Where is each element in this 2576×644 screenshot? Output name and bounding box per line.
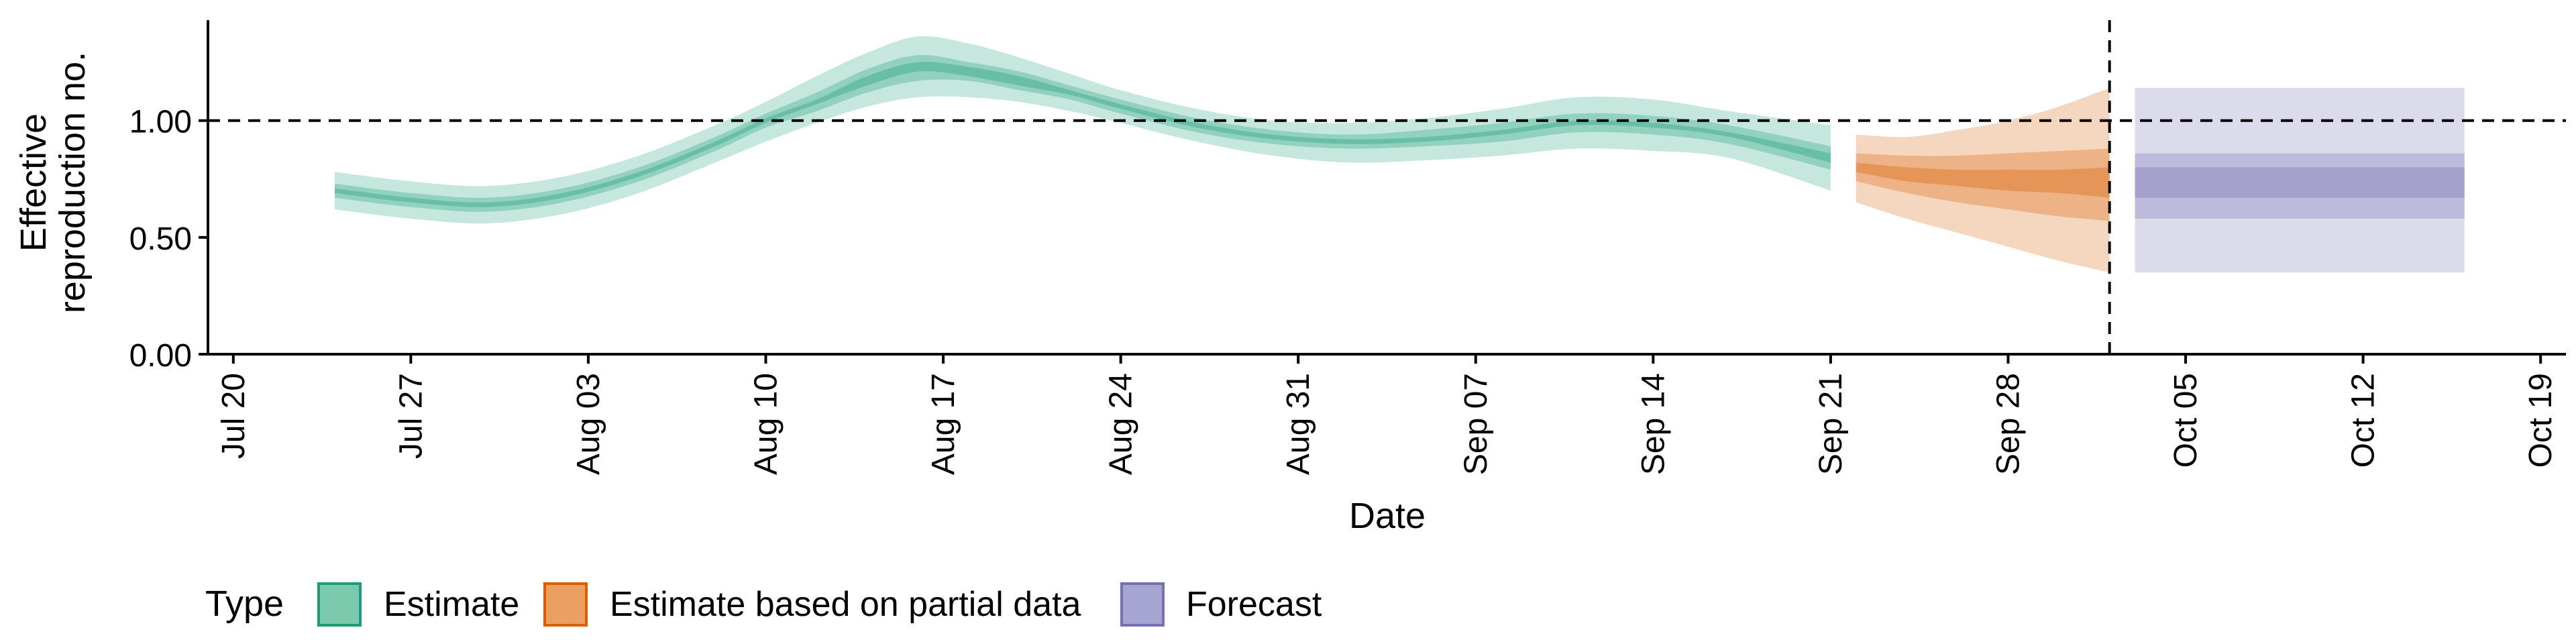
x-tick-label: Aug 24 — [1104, 373, 1139, 475]
x-tick-label: Aug 17 — [926, 373, 961, 475]
x-tick-label: Sep 07 — [1458, 373, 1494, 475]
legend-label-forecast: Forecast — [1186, 585, 1322, 624]
band-50-estimate — [335, 54, 1831, 212]
x-tick-label: Jul 27 — [393, 373, 429, 459]
x-tick-label: Oct 12 — [2346, 373, 2381, 468]
x-tick-label: Aug 31 — [1281, 373, 1316, 475]
x-tick-label: Sep 21 — [1813, 373, 1849, 475]
legend-title: Type — [205, 584, 284, 624]
x-tick-label: Oct 05 — [2168, 373, 2204, 468]
band-50-estimate-based-on-partial-data — [1856, 148, 2110, 221]
y-tick-label: 0.00 — [129, 338, 192, 374]
band-90-forecast — [2135, 88, 2465, 273]
y-axis-title-line-2: reproduction no. — [52, 52, 93, 313]
legend-key-forecast — [1120, 582, 1165, 627]
legend-key-partial — [543, 582, 588, 627]
y-tick-label: 1.00 — [129, 105, 192, 140]
plot-area — [208, 20, 2566, 354]
x-tick-label: Aug 03 — [571, 373, 606, 475]
legend: Type Estimate Estimate based on partial … — [205, 582, 1322, 627]
legend-label-estimate: Estimate — [384, 585, 519, 624]
x-tick-label: Sep 28 — [1991, 373, 2027, 475]
x-axis-title: Date — [1349, 496, 1426, 536]
legend-label-partial: Estimate based on partial data — [610, 585, 1081, 624]
band-50-forecast — [2135, 153, 2465, 219]
x-tick-label: Jul 20 — [216, 373, 252, 459]
y-tick-label: 0.50 — [129, 221, 192, 257]
x-tick-label: Oct 19 — [2523, 373, 2559, 468]
x-tick-label: Aug 10 — [749, 373, 784, 475]
band-90-estimate-based-on-partial-data — [1856, 88, 2110, 273]
band-20-forecast — [2135, 167, 2465, 198]
band-20-estimate-based-on-partial-data — [1856, 162, 2110, 198]
band-90-estimate — [335, 36, 1831, 224]
y-axis-title-line-1: Effective — [13, 113, 54, 252]
x-tick-label: Sep 14 — [1635, 373, 1671, 475]
legend-key-estimate — [317, 582, 362, 627]
axes: 0.00 0.50 1.00 Jul 20 Jul 27 Aug 03 Aug 10 Aug … — [129, 20, 2566, 475]
